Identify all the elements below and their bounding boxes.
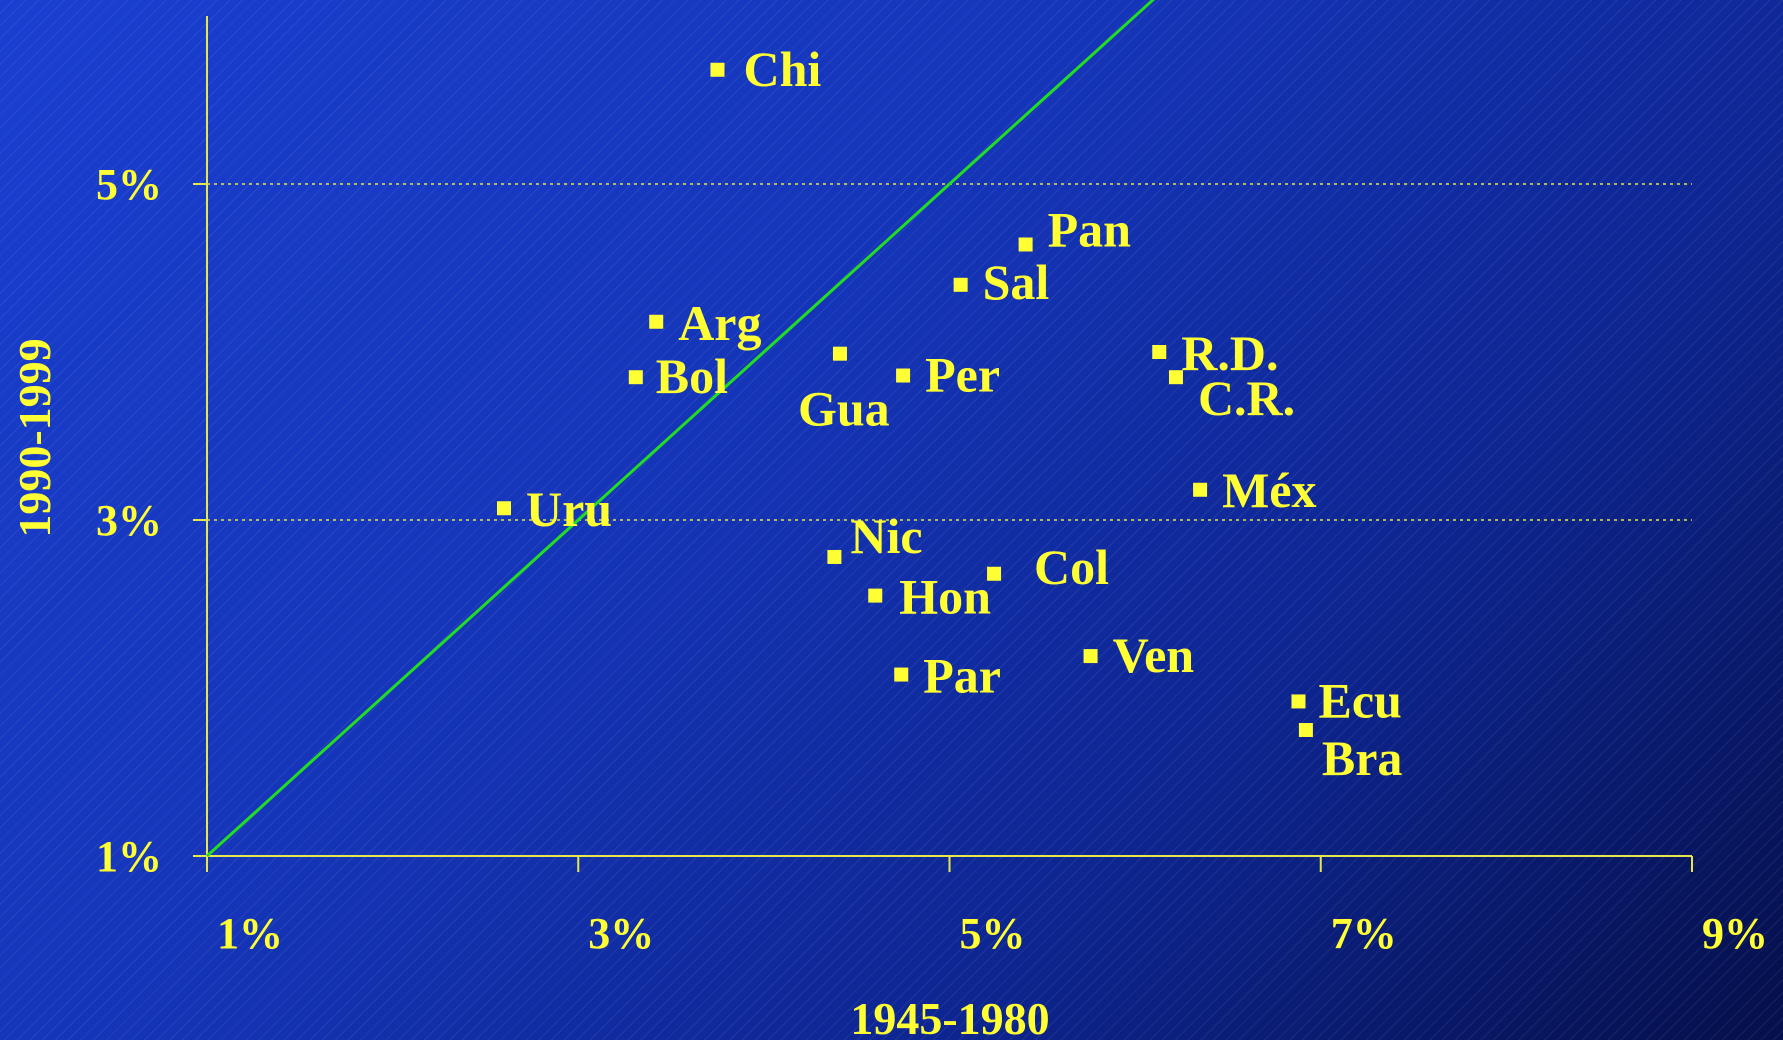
- data-point-label: Nic: [850, 508, 922, 564]
- data-point-marker: [1298, 723, 1313, 737]
- data-point-label: Ven: [1113, 627, 1195, 683]
- data-point-label: Par: [923, 648, 1001, 704]
- x-tick-label: 3%: [588, 909, 654, 958]
- data-point-marker: [832, 346, 847, 361]
- x-tick-label: 1%: [217, 909, 283, 958]
- x-tick-label: 5%: [960, 909, 1026, 958]
- data-point-marker: [987, 566, 1002, 581]
- axes: [193, 16, 1693, 872]
- data-point-marker: [1018, 237, 1033, 252]
- data-point-label: Per: [925, 347, 1000, 403]
- tick-labels: 1% 3% 5% 7% 9% 1% 3% 5%: [96, 160, 1768, 958]
- data-point-label: Bol: [656, 348, 728, 404]
- data-point-marker: [1291, 694, 1306, 709]
- data-point-label: Ecu: [1318, 672, 1401, 728]
- data-point-label: Pan: [1048, 201, 1132, 257]
- y-tick-label: 1%: [96, 832, 162, 881]
- data-point-label: Bra: [1322, 730, 1403, 786]
- data-point-label: Col: [1034, 539, 1109, 595]
- data-point-marker: [1152, 345, 1167, 359]
- data-point-marker: [953, 277, 968, 292]
- y-tick-label: 5%: [96, 160, 162, 209]
- y-tick-label: 3%: [96, 496, 162, 545]
- data-point-marker: [1168, 370, 1183, 385]
- data-point-marker: [827, 549, 842, 564]
- data-point-marker: [868, 588, 883, 603]
- data-point-marker: [894, 667, 909, 682]
- data-point-label: Hon: [899, 569, 991, 625]
- data-point-marker: [628, 370, 643, 385]
- data-point-marker: [649, 314, 664, 329]
- y-axis-label: 1990-1999: [9, 338, 60, 537]
- data-point-label: Chi: [743, 41, 821, 97]
- x-axis-label: 1945-1980: [850, 993, 1049, 1040]
- data-point-marker: [1193, 482, 1208, 497]
- data-point-label: Arg: [678, 295, 761, 351]
- data-point-label: C.R.: [1198, 370, 1295, 426]
- reference-line-group: [205, 0, 1156, 858]
- data-point-label: Méx: [1222, 462, 1316, 518]
- data-point-label: Uru: [526, 481, 612, 537]
- data-point-marker: [710, 62, 725, 77]
- data-point-marker: [896, 368, 911, 383]
- data-point-label: Gua: [798, 381, 890, 437]
- x-tick-label: 9%: [1702, 909, 1768, 958]
- reference-line: [205, 0, 1156, 858]
- data-point-label: R.D.: [1181, 325, 1278, 381]
- data-point-label: Sal: [983, 254, 1050, 310]
- data-point-marker: [1083, 649, 1098, 664]
- data-point-marker: [497, 501, 511, 516]
- x-tick-label: 7%: [1331, 909, 1397, 958]
